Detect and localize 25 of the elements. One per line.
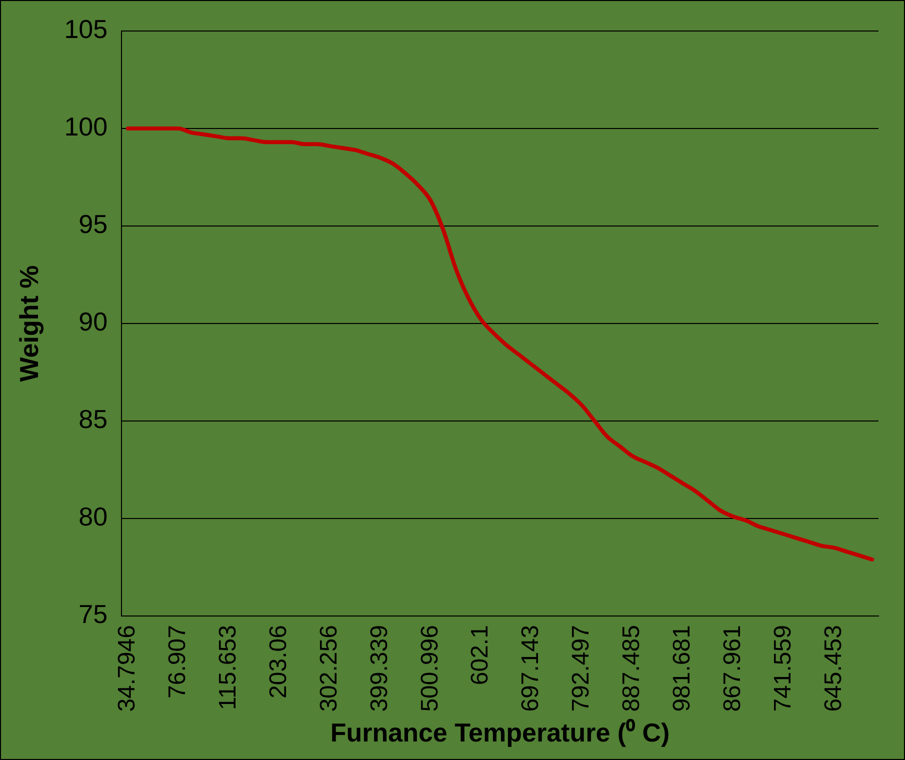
y-tick-label: 75	[78, 599, 108, 630]
x-tick-label: 697.143	[517, 625, 544, 712]
line-series	[126, 126, 874, 562]
x-tick-label: 76.907	[164, 625, 191, 698]
x-axis-title: Furnance Temperature (⁰ C)	[330, 718, 670, 748]
x-tick-label: 500.996	[416, 625, 444, 712]
y-tick-label: 100	[64, 112, 108, 142]
x-tick-label: 645.453	[820, 625, 847, 712]
x-tick-label: 602.1	[466, 625, 494, 686]
x-tick-label: 981.681	[668, 625, 696, 712]
x-tick-label: 887.485	[618, 625, 646, 712]
x-tick-label: 741.559	[769, 625, 796, 712]
x-tick-label: 34.7946	[114, 625, 141, 712]
x-tick-label: 792.497	[568, 625, 595, 712]
x-tick-label: 867.961	[719, 625, 746, 712]
y-tick-label: 90	[78, 306, 108, 337]
y-tick-label: 85	[78, 404, 108, 434]
y-tick-label: 95	[78, 209, 108, 240]
x-tick-label: 399.339	[366, 625, 393, 712]
x-tick-label: 115.653	[214, 625, 242, 710]
y-axis-title: Weight %	[14, 265, 44, 382]
y-tick-label: 80	[78, 502, 108, 532]
y-tick-label: 105	[64, 14, 108, 44]
x-tick-label: 302.256	[315, 625, 342, 712]
x-tick-label: 203.06	[264, 625, 292, 698]
